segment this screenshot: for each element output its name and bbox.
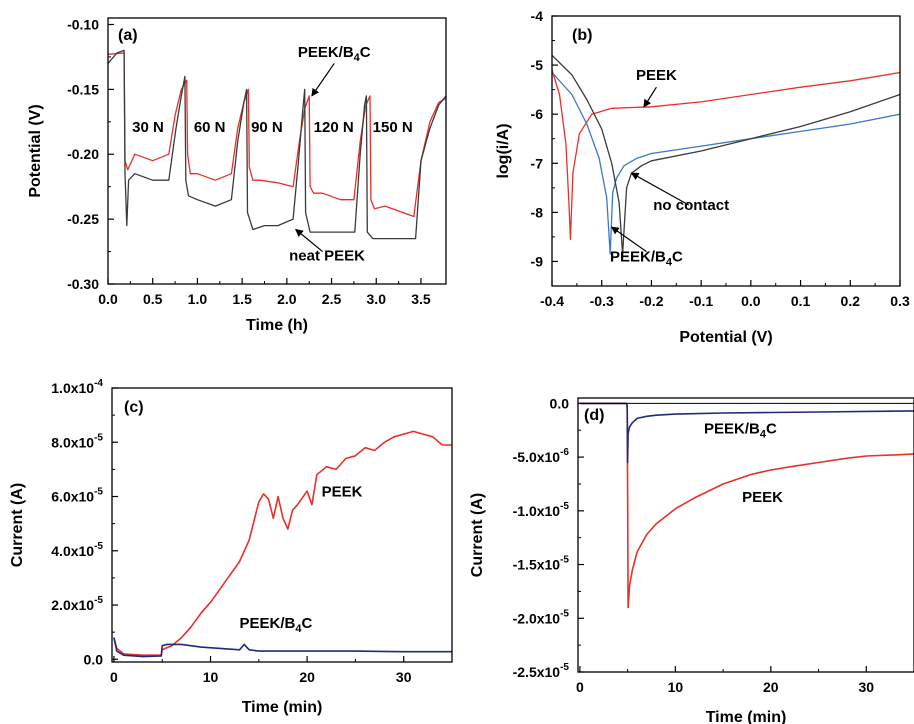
x-tick-label-c-1: 10	[203, 669, 219, 685]
y-tick-label-d-4: -2.0x10-5	[513, 608, 570, 626]
y-tick-label-a-3: -0.15	[67, 81, 99, 97]
x-tick-label-a-6: 3.0	[367, 291, 387, 307]
annotation-c-0: PEEK	[322, 484, 363, 501]
series-line-a-1	[107, 49, 447, 240]
panel-label-b: (b)	[572, 27, 592, 44]
x-tick-label-a-2: 1.0	[188, 291, 208, 307]
x-axis-label-a: Time (h)	[246, 317, 308, 334]
chart-panel-d: 0 10 20 30 0.0 -5.0x10-6 -1.0x10-5 -1.5x10-5 -2.…	[469, 395, 914, 724]
annotation-c-1: PEEK/B4C	[240, 615, 313, 635]
annotation-a-4: 150 N	[373, 119, 413, 136]
chart-panel-b: -0.4 -0.3 -0.2 -0.1 0.0 0.1 0.2 0.3 -9 -8 -7 -6 -5 -4…	[495, 8, 910, 346]
x-tick-label-a-1: 0.5	[143, 291, 163, 307]
x-tick-label-a-7: 3.5	[411, 291, 431, 307]
x-axis-label-b: Potential (V)	[679, 329, 772, 346]
callout-label-b-1: no contact	[653, 197, 729, 214]
x-tick-label-b-7: 0.3	[890, 293, 910, 309]
y-axis-label-a: Potential (V)	[27, 104, 44, 197]
y-tick-label-b-4: -5	[531, 57, 544, 73]
x-tick-label-b-0: -0.4	[540, 293, 564, 309]
chart-panel-c: 0 10 20 30 0.0 2.0x10-5 4.0x10-5 6.0x10-5 8.0x10…	[9, 378, 453, 716]
x-tick-label-a-0: 0.0	[98, 291, 118, 307]
x-tick-label-c-2: 20	[299, 669, 315, 685]
y-tick-label-c-1: 2.0x10-5	[51, 595, 103, 613]
y-tick-label-a-0: -0.30	[67, 276, 99, 292]
y-tick-label-c-4: 8.0x10-5	[51, 432, 103, 450]
x-tick-label-b-5: 0.1	[791, 293, 811, 309]
series-line-c-1	[113, 637, 452, 658]
x-axis-label-d: Time (min)	[706, 709, 787, 724]
annotation-d-1: PEEK	[742, 489, 783, 506]
plot-frame-a	[107, 17, 447, 285]
panel-label-c: (c)	[124, 399, 144, 416]
callout-arrow-b-0	[643, 86, 657, 108]
x-axis-label-c: Time (min)	[242, 699, 323, 716]
y-tick-label-b-3: -6	[531, 106, 544, 122]
callout-label-b-0: PEEK	[636, 67, 677, 84]
x-tick-label-d-3: 30	[858, 679, 874, 695]
y-tick-label-d-0: 0.0	[550, 395, 570, 411]
series-line-b-0	[551, 69, 901, 241]
y-axis-label-d: Current (A)	[469, 493, 486, 577]
x-tick-label-d-1: 10	[668, 679, 684, 695]
y-tick-label-c-5: 1.0x10-4	[51, 378, 103, 396]
callout-label-a-0: PEEK/B4C	[298, 44, 371, 64]
y-tick-label-a-2: -0.20	[67, 146, 99, 162]
x-tick-label-a-3: 1.5	[232, 291, 252, 307]
series-line-b-1	[551, 72, 901, 255]
y-tick-label-d-5: -2.5x10-5	[513, 662, 570, 680]
callout-arrow-b-2	[610, 226, 647, 253]
x-tick-label-c-0: 0	[110, 669, 118, 685]
y-tick-label-b-0: -9	[531, 253, 544, 269]
x-tick-label-b-1: -0.3	[590, 293, 614, 309]
callout-label-a-1: neat PEEK	[289, 248, 365, 265]
y-tick-label-b-5: -4	[531, 8, 544, 24]
series-line-a-0	[107, 52, 447, 218]
x-tick-label-d-0: 0	[576, 679, 584, 695]
x-tick-label-b-6: 0.2	[841, 293, 861, 309]
annotation-a-2: 90 N	[251, 119, 283, 136]
annotation-a-0: 30 N	[132, 119, 164, 136]
callout-arrow-b-1	[630, 172, 690, 206]
x-tick-label-d-2: 20	[763, 679, 779, 695]
panel-label-d: (d)	[584, 407, 604, 424]
x-tick-label-a-5: 2.5	[322, 291, 342, 307]
x-tick-label-b-3: -0.1	[689, 293, 713, 309]
callout-arrow-a-0	[311, 63, 335, 97]
chart-panel-a: 0.0 0.5 1.0 1.5 2.0 2.5 3.0 3.5 -0.30 -0.25 -0.20 -…	[27, 16, 447, 334]
y-tick-label-a-1: -0.25	[67, 211, 99, 227]
annotation-d-0: PEEK/B4C	[704, 420, 777, 440]
series-line-d-0	[579, 402, 914, 609]
series-line-b-2	[551, 54, 901, 255]
y-tick-label-c-3: 6.0x10-5	[51, 487, 103, 505]
plot-frame-b	[551, 15, 901, 287]
annotation-a-1: 60 N	[194, 119, 226, 136]
y-tick-label-b-2: -7	[531, 155, 544, 171]
y-axis-label-b: log(i/A)	[495, 123, 512, 178]
y-tick-label-c-2: 4.0x10-5	[51, 541, 103, 559]
x-tick-label-a-4: 2.0	[277, 291, 297, 307]
plot-frame-c	[111, 387, 453, 663]
x-tick-label-c-3: 30	[396, 669, 412, 685]
y-tick-label-c-0: 0.0	[84, 651, 104, 667]
callout-label-b-2: PEEK/B4C	[610, 248, 683, 268]
callout-arrow-a-1	[295, 228, 323, 253]
series-line-c-0	[113, 430, 452, 657]
y-tick-label-b-1: -8	[531, 204, 544, 220]
annotation-a-3: 120 N	[314, 119, 354, 136]
y-tick-label-a-4: -0.10	[67, 16, 99, 32]
y-tick-label-d-1: -5.0x10-6	[513, 447, 570, 465]
x-tick-label-b-4: 0.0	[741, 293, 761, 309]
y-tick-label-d-3: -1.5x10-5	[513, 555, 570, 573]
x-tick-label-b-2: -0.2	[639, 293, 663, 309]
series-line-d-1	[579, 402, 914, 464]
plot-frame-d	[577, 397, 914, 673]
y-axis-label-c: Current (A)	[9, 483, 26, 567]
y-tick-label-d-2: -1.0x10-5	[513, 501, 570, 519]
panel-label-a: (a)	[118, 27, 138, 44]
